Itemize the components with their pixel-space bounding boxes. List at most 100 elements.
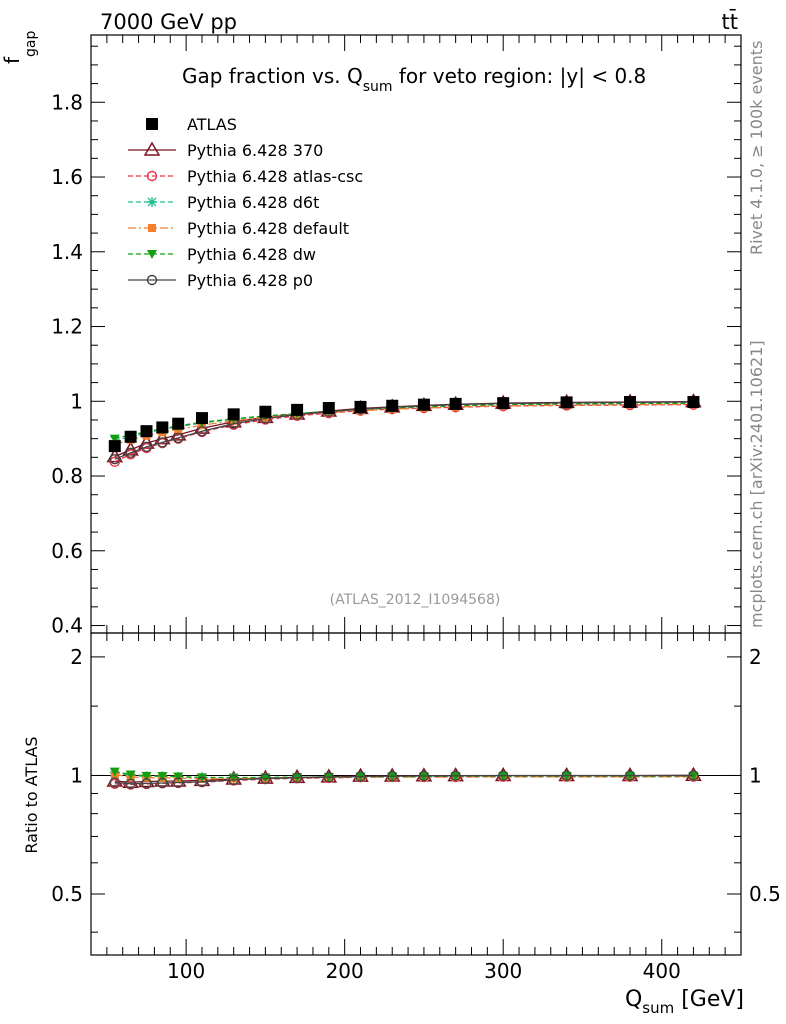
ratio-tick-label-right: 2 — [749, 645, 762, 669]
ratio-point-pythia-6-428-dw — [125, 770, 136, 780]
energy-label: 7000 GeV pp — [100, 10, 237, 34]
ratio-point-pythia-6-428-p0 — [355, 771, 366, 782]
ratio-point-pythia-6-428-dw — [173, 772, 184, 782]
x-axis-ticks: 100 200 300 400 — [106, 35, 742, 983]
ratio-series-group — [91, 766, 741, 790]
point-pythia-6-428-370 — [169, 426, 187, 441]
ratio-panel-frame — [90, 632, 742, 956]
ratio-point-pythia-6-428-p0 — [260, 773, 271, 784]
y-tick-label: 1.8 — [51, 90, 83, 114]
ratio-point-pythia-6-428-dw — [498, 772, 509, 782]
y-tick-label: 1 — [70, 389, 83, 413]
ratio-tick-label-left: 0.5 — [51, 882, 83, 906]
legend-marker-pythia-6-428-dw — [147, 250, 157, 259]
legend-marker-pythia-6-428-atlas-csc — [146, 170, 158, 182]
point-pythia-6-428-p0 — [141, 441, 152, 453]
mcplots-label: mcplots.cern.ch [arXiv:2401.10621] — [747, 340, 766, 628]
ratio-point-pythia-6-428-p0 — [228, 774, 239, 786]
legend-label-atlas: ATLAS — [187, 115, 237, 134]
legend: ATLAS Pythia 6.428 370 Pythia 6.428 atlas-… — [128, 115, 363, 290]
ratio-point-pythia-6-428-p0 — [450, 770, 461, 781]
series-line-pythia-6-428-atlas-csc — [114, 403, 694, 463]
rivet-label: Rivet 4.1.0, ≥ 100k events — [747, 41, 766, 255]
ratio-tick-label-left: 1 — [70, 763, 83, 787]
ratio-axis-ticks: 0.5 0.5 1 1 2 2 — [51, 645, 781, 933]
ratio-point-pythia-6-428-p0 — [157, 777, 168, 789]
ratio-point-pythia-6-428-dw — [387, 772, 398, 782]
y-tick-label: 0.4 — [51, 614, 83, 638]
point-atlas — [291, 403, 304, 416]
point-atlas — [449, 397, 462, 410]
point-atlas — [687, 396, 700, 409]
point-atlas — [108, 440, 121, 453]
ratio-point-pythia-6-428-p0 — [141, 778, 152, 789]
point-atlas — [259, 405, 272, 418]
y-tick-label: 1.2 — [51, 315, 83, 339]
point-pythia-6-428-p0 — [157, 437, 168, 448]
chart-title-rest: for veto region: |y| < 0.8 — [393, 64, 647, 88]
ratio-point-pythia-6-428-p0 — [196, 776, 208, 788]
legend-label-pythia-6-428-d6t: Pythia 6.428 d6t — [187, 193, 319, 212]
chart-title-sub: sum — [363, 79, 393, 95]
y-tick-label: 0.6 — [51, 539, 83, 563]
ratio-point-pythia-6-428-p0 — [109, 777, 120, 788]
ratio-point-pythia-6-428-dw — [418, 772, 429, 782]
ratio-point-pythia-6-428-dw — [157, 772, 168, 782]
ratio-line-pythia-6-428-p0 — [114, 774, 694, 785]
point-pythia-6-428-dw — [109, 434, 120, 444]
ratio-tick-label-left: 2 — [70, 645, 83, 669]
ratio-point-pythia-6-428-dw — [561, 772, 572, 782]
legend-label-pythia-6-428-atlas-csc: Pythia 6.428 atlas-csc — [187, 167, 363, 186]
main-axis-ticks: 0.4 0.6 0.8 1 1.2 1.4 1.6 1.8 — [51, 45, 741, 638]
series-line-pythia-6-428-dw — [114, 402, 694, 440]
ratio-point-pythia-6-428-p0 — [323, 772, 335, 783]
legend-marker-pythia-6-428-p0 — [146, 274, 158, 286]
ratio-point-pythia-6-428-p0 — [497, 770, 509, 781]
process-label: tt̄ — [722, 9, 738, 34]
ratio-point-pythia-6-428-p0 — [561, 770, 572, 781]
chart-title: Gap fraction vs. Qsum for veto region: |… — [182, 64, 646, 95]
legend-label-pythia-6-428-default: Pythia 6.428 default — [187, 219, 349, 238]
point-pythia-6-428-p0 — [125, 447, 136, 459]
point-atlas — [417, 398, 430, 411]
x-tick-label: 200 — [326, 959, 364, 983]
ratio-point-pythia-6-428-p0 — [172, 777, 184, 788]
ratio-point-pythia-6-428-dw — [109, 767, 120, 777]
point-pythia-6-428-p0 — [109, 454, 120, 465]
ratio-point-pythia-6-428-dw — [625, 772, 636, 782]
legend-marker-atlas — [146, 118, 158, 130]
ratio-point-pythia-6-428-p0 — [387, 770, 398, 782]
chart-title-main: Gap fraction vs. Q — [182, 64, 363, 88]
point-atlas — [322, 402, 335, 415]
y-tick-label: 0.8 — [51, 464, 83, 488]
x-axis-label-rest: [GeV] — [674, 987, 744, 1012]
point-pythia-6-428-p0 — [172, 432, 184, 444]
ratio-point-pythia-6-428-dw — [260, 773, 271, 783]
ratio-tick-label-right: 1 — [749, 763, 762, 787]
point-pythia-6-428-p0 — [196, 425, 208, 437]
ratio-point-pythia-6-428-dw — [450, 772, 461, 782]
point-pythia-6-428-atlas-csc — [109, 456, 120, 468]
point-atlas — [560, 396, 573, 409]
x-tick-label: 100 — [167, 959, 205, 983]
ratio-point-pythia-6-428-p0 — [688, 770, 699, 781]
x-tick-label: 400 — [643, 959, 681, 983]
ratio-point-pythia-6-428-dw — [141, 771, 152, 781]
legend-label-pythia-6-428-p0: Pythia 6.428 p0 — [187, 271, 313, 290]
ratio-point-pythia-6-428-p0 — [624, 770, 636, 781]
ratio-point-pythia-6-428-dw — [355, 772, 366, 782]
point-atlas — [354, 400, 367, 413]
analysis-label: (ATLAS_2012_I1094568) — [330, 592, 501, 608]
x-tick-label: 300 — [484, 959, 522, 983]
ratio-point-pythia-6-428-p0 — [291, 772, 303, 783]
x-axis-label: Qsum [GeV] — [625, 987, 744, 1017]
legend-label-pythia-6-428-370: Pythia 6.428 370 — [187, 141, 323, 160]
y-tick-label: 1.4 — [51, 240, 83, 264]
point-atlas — [624, 396, 637, 409]
y-axis-label: fgap — [0, 30, 39, 64]
point-atlas — [156, 421, 169, 434]
ratio-point-pythia-6-428-p0 — [418, 770, 430, 782]
point-atlas — [386, 399, 399, 412]
legend-marker-pythia-6-428-default — [148, 224, 156, 232]
